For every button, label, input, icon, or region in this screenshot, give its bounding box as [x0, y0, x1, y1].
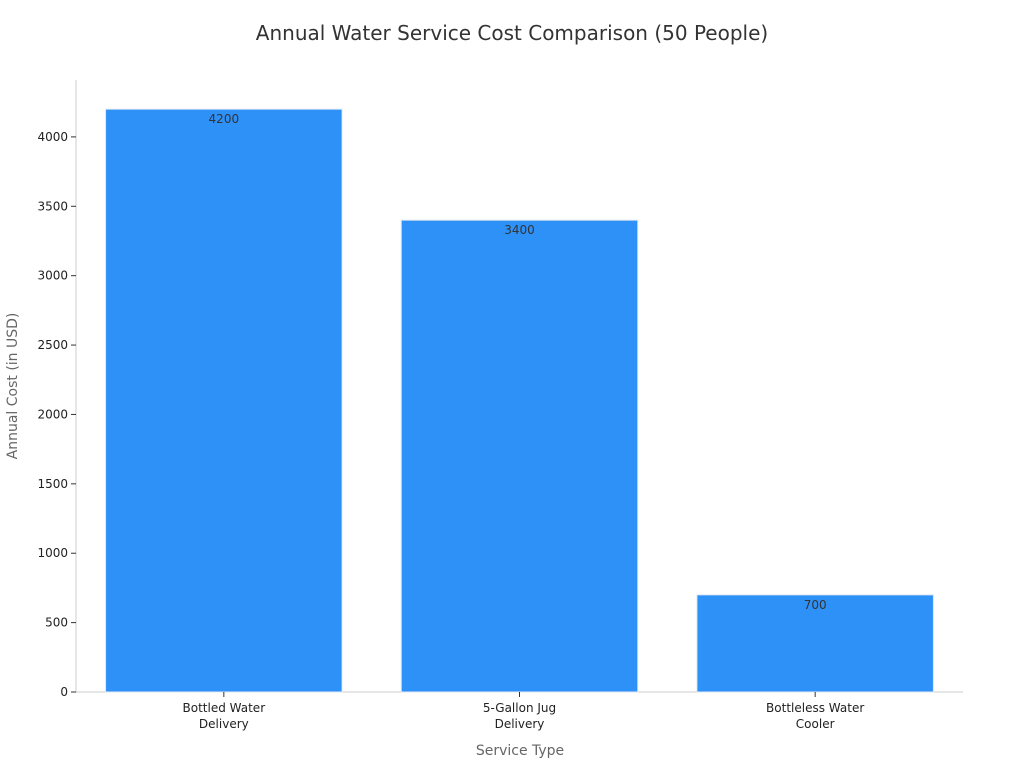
y-axis-label: Annual Cost (in USD): [5, 313, 21, 460]
x-axis-ticks: Bottled Water Delivery 5-Gallon Jug Deliver…: [183, 692, 864, 731]
y-tick-label: 1500: [37, 477, 68, 491]
x-tick-label: 5-Gallon Jug: [483, 701, 556, 715]
y-tick-label: 500: [45, 616, 68, 630]
bar-value-label: 700: [804, 598, 827, 612]
bar: [696, 594, 934, 693]
y-tick-label: 3500: [37, 199, 68, 213]
y-tick-label: 3000: [37, 269, 68, 283]
x-tick-label: Delivery: [495, 717, 545, 731]
bar-value-label: 3400: [504, 223, 535, 237]
bar-value-label: 4200: [209, 112, 240, 126]
chart-title: Annual Water Service Cost Comparison (50…: [256, 21, 768, 45]
x-tick-label: Cooler: [796, 717, 835, 731]
x-axis-label: Service Type: [476, 743, 564, 759]
y-tick-label: 4000: [37, 130, 68, 144]
y-axis-ticks: 0 500 1000 1500 2000 2500 3000 3500 4000: [37, 130, 76, 699]
x-tick-label: Bottleless Water: [766, 701, 864, 715]
x-tick-label: Bottled Water: [183, 701, 266, 715]
bar: [400, 219, 639, 693]
x-tick-label: Delivery: [199, 717, 249, 731]
bars-group: 4200 3400 700: [105, 108, 934, 693]
bar: [105, 108, 343, 693]
y-tick-label: 2500: [37, 338, 68, 352]
y-tick-label: 0: [60, 685, 68, 699]
y-tick-label: 2000: [37, 407, 68, 421]
y-tick-label: 1000: [37, 546, 68, 560]
